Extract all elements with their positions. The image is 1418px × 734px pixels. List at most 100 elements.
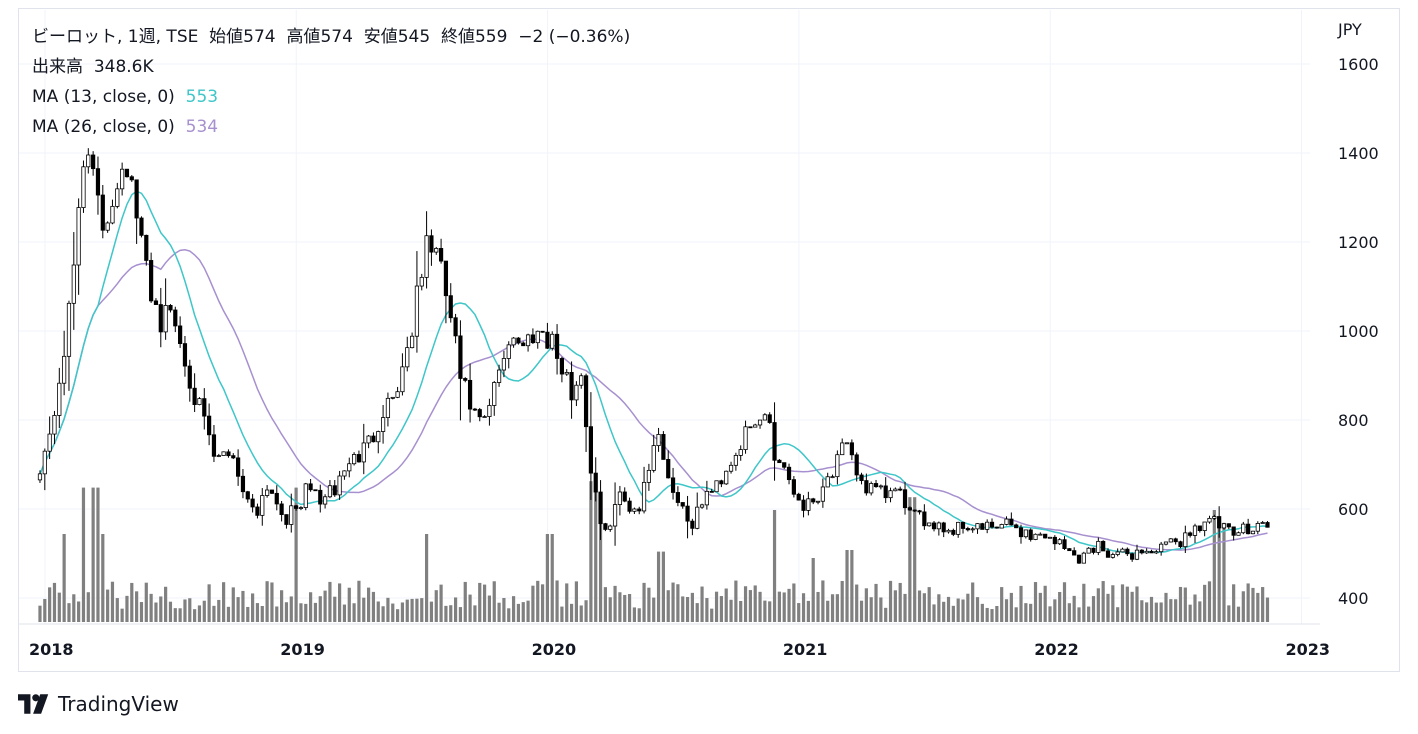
candle-body xyxy=(76,207,81,266)
symbol-info[interactable]: ビーロット, 1週, TSE xyxy=(32,27,199,47)
volume-bar xyxy=(178,608,182,622)
y-axis[interactable]: 1600 1400 1200 1000 800 600 400 xyxy=(1338,55,1379,608)
volume-bar xyxy=(67,603,71,622)
candle-body xyxy=(1125,548,1130,555)
candle-body xyxy=(1192,525,1198,536)
candle-body xyxy=(265,489,270,496)
volume-bar xyxy=(787,588,791,622)
candlesticks xyxy=(37,148,1270,564)
volume-bar xyxy=(376,601,380,622)
candle-body xyxy=(482,416,487,418)
candle-body xyxy=(632,508,637,512)
candle-body xyxy=(854,454,859,476)
volume-bar xyxy=(1149,596,1154,622)
candle-body xyxy=(849,442,854,456)
volume-bar xyxy=(855,584,859,622)
volume-bar xyxy=(884,607,888,622)
candle-body xyxy=(525,334,531,347)
candle-body xyxy=(912,509,917,512)
volume-bar xyxy=(942,601,946,622)
candle-body xyxy=(298,507,304,509)
candle-body xyxy=(1081,552,1086,564)
candle-body xyxy=(637,508,642,512)
candle-body xyxy=(695,506,700,529)
volume-bar xyxy=(579,605,583,622)
candle-body xyxy=(351,454,357,465)
candle-body xyxy=(941,522,946,533)
volume-bar xyxy=(917,590,922,622)
volume-bar xyxy=(86,592,90,622)
volume-bar xyxy=(251,593,255,622)
volume-bar xyxy=(318,596,322,622)
candle-body xyxy=(960,521,966,529)
candle-body xyxy=(1197,525,1202,532)
legend-ma13-row[interactable]: MA (13, close, 0) 553 xyxy=(32,82,630,112)
volume-bar xyxy=(1232,584,1236,622)
candle-body xyxy=(178,325,183,344)
volume-bar xyxy=(797,603,801,622)
volume-bar xyxy=(922,593,926,622)
candle-body xyxy=(535,330,540,344)
legend-volume-row[interactable]: 出来高 348.6K xyxy=(32,52,630,82)
candle-body xyxy=(289,505,294,525)
y-tick-label: 600 xyxy=(1338,500,1369,519)
volume-bar xyxy=(91,487,95,622)
volume-bar xyxy=(400,602,405,622)
candle-body xyxy=(980,523,985,530)
volume-bar xyxy=(159,596,163,622)
candle-body xyxy=(598,491,603,525)
candle-body xyxy=(922,511,927,527)
candle-body xyxy=(1139,549,1144,554)
volume-bar xyxy=(1169,599,1173,622)
candle-body xyxy=(554,333,560,359)
volume-bar xyxy=(255,603,260,622)
volume-bar xyxy=(990,609,994,622)
volume-bar xyxy=(463,581,467,622)
footer[interactable]: TradingView xyxy=(18,690,179,718)
candle-body xyxy=(405,347,410,368)
volume-bar xyxy=(927,587,931,622)
candle-body xyxy=(782,462,787,468)
candle-body xyxy=(47,433,52,452)
candle-body xyxy=(603,523,608,530)
volume-bar xyxy=(81,487,86,622)
legend-ma26-row[interactable]: MA (26, close, 0) 534 xyxy=(32,112,630,142)
volume-bar xyxy=(1241,591,1245,622)
candle-body xyxy=(1052,536,1057,545)
volume-bar xyxy=(671,582,675,622)
candle-body xyxy=(1072,550,1077,556)
volume-bar xyxy=(207,584,211,622)
candle-body xyxy=(873,483,879,488)
volume-bar xyxy=(236,597,240,622)
y-tick-label: 1000 xyxy=(1338,322,1379,341)
candle-body xyxy=(1062,539,1067,550)
x-axis[interactable]: 2018 2019 2020 2021 2022 2023 xyxy=(19,623,1330,659)
candle-body xyxy=(371,435,376,443)
volume-bar xyxy=(772,510,777,622)
ma26-path xyxy=(39,249,1268,551)
ma13-line xyxy=(39,190,1268,554)
candle-body xyxy=(1202,521,1207,532)
candle-body xyxy=(1134,549,1140,560)
candle-body xyxy=(342,470,347,477)
volume-bar xyxy=(627,594,632,622)
volume-bar xyxy=(1251,587,1255,622)
candle-body xyxy=(777,459,782,464)
volume-bar xyxy=(874,583,878,622)
candle-body xyxy=(124,168,130,178)
candle-body xyxy=(574,384,579,401)
candle-body xyxy=(680,502,685,507)
candle-body xyxy=(274,492,279,505)
volume-bar xyxy=(850,550,854,622)
volume-bar xyxy=(540,584,545,622)
volume-bar xyxy=(1053,599,1057,622)
candle-body xyxy=(685,505,690,522)
volume-bar xyxy=(1101,581,1105,622)
candle-body xyxy=(1130,553,1135,560)
candle-body xyxy=(414,285,420,337)
candle-body xyxy=(994,526,999,529)
candle-body xyxy=(825,476,830,488)
candle-body xyxy=(463,378,468,381)
volume-bar xyxy=(748,590,752,622)
